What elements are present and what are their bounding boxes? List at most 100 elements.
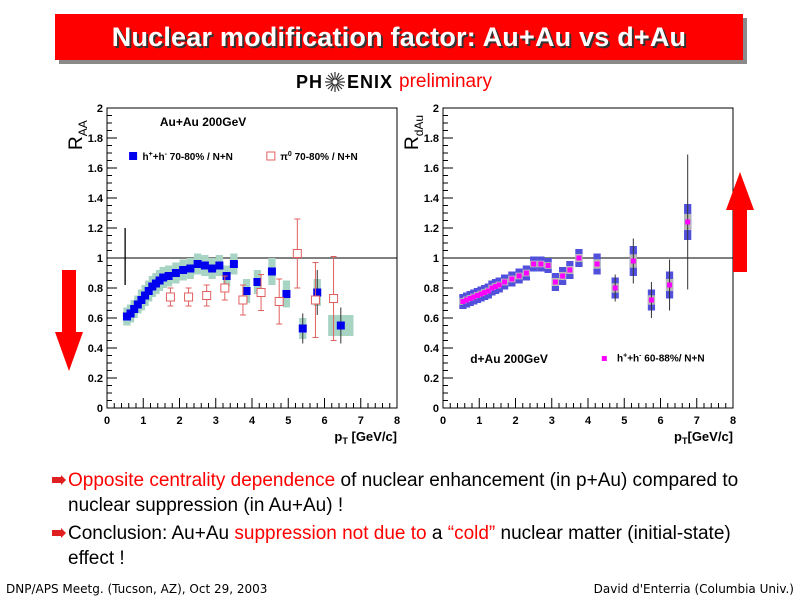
y-tick-label: 1.8	[88, 133, 103, 145]
arrow-down-icon	[55, 270, 83, 371]
preliminary-label: preliminary	[399, 71, 492, 92]
data-point	[200, 261, 209, 270]
data-point	[282, 290, 291, 298]
data-point	[144, 287, 153, 295]
y-axis-label-sub: AA	[76, 120, 90, 136]
x-tick-label: 6	[321, 415, 327, 427]
logo-left: PH	[296, 71, 324, 92]
y-tick-label: 0.4	[88, 343, 104, 355]
data-point	[292, 249, 302, 258]
legend-label-part: 70-80% / N+N	[167, 152, 233, 163]
data-point	[141, 291, 150, 300]
data-point	[485, 288, 491, 294]
x-axis-label: pT [GeV/c]	[334, 429, 397, 446]
legend-label: h++h- 60-88%/ N+N	[617, 353, 705, 365]
data-point	[460, 299, 466, 304]
x-axis-label-main: p	[334, 429, 342, 444]
x-axis-label-main: p	[674, 429, 682, 444]
data-point	[298, 324, 307, 333]
legend-label: h++h- 70-80% / N+N	[143, 151, 233, 163]
data-point	[137, 296, 146, 304]
legend-label-part: 60-88%/ N+N	[642, 354, 705, 365]
data-point	[171, 269, 180, 277]
data-point	[474, 293, 480, 298]
y-axis-label-sub: dAu	[412, 115, 426, 136]
rdau-plot: 0 0.2 0.4 0.6 0.8 1 1.2 1.4 1.6 1.8 2 0 1 2 3 4 5 6 7 8 RdAu…	[402, 103, 736, 446]
bullet-segment: nuclear matter (initial-state) effect !	[68, 523, 731, 569]
data-point	[208, 264, 217, 273]
x-tick-label: 2	[176, 415, 182, 427]
title-banner: Nuclear modification factor: Au+Au vs d+…	[55, 14, 743, 60]
data-point	[220, 283, 230, 293]
y-tick-label: 1.6	[88, 163, 103, 175]
x-tick-label: 4	[249, 415, 256, 427]
x-axis-label-sub: T	[342, 436, 348, 446]
x-tick-label: 1	[476, 415, 482, 427]
legend-marker	[601, 356, 607, 361]
x-tick-label: 5	[285, 415, 291, 427]
data-point	[130, 305, 139, 313]
data-point	[612, 285, 618, 291]
legend-marker	[266, 151, 276, 161]
data-point	[329, 294, 339, 303]
y-axis-label: RAA	[66, 120, 90, 150]
data-point	[467, 296, 473, 301]
data-point	[165, 292, 175, 302]
legend-marker	[129, 152, 138, 160]
data-point	[482, 290, 488, 295]
x-axis-label: pT[GeV/c]	[674, 429, 733, 446]
data-point	[496, 282, 502, 288]
bullet-segment: Opposite centrality dependence	[68, 470, 336, 491]
y-tick-label: 1	[433, 253, 439, 265]
data-point	[509, 276, 515, 282]
y-tick-label: 0.8	[424, 283, 439, 295]
x-tick-label: 7	[358, 415, 364, 427]
data-point	[238, 295, 248, 305]
data-point	[471, 294, 477, 300]
phoenix-star-icon	[325, 72, 346, 92]
y-tick-label: 0.2	[88, 373, 103, 385]
legend-label-part: π	[280, 152, 288, 163]
data-point	[274, 297, 284, 306]
y-tick-label: 1.2	[424, 223, 439, 235]
footer-meeting: DNP/APS Meetg. (Tucson, AZ), Oct 29, 200…	[6, 582, 268, 596]
legend-label: π0 70-80% / N+N	[280, 151, 357, 163]
x-tick-label: 1	[140, 415, 146, 427]
y-tick-label: 0.2	[424, 373, 439, 385]
legend-label-part: 0	[288, 151, 292, 158]
x-tick-label: 3	[549, 415, 555, 427]
data-point	[215, 261, 224, 270]
data-point	[531, 261, 537, 267]
data-point	[133, 300, 142, 309]
data-point	[576, 255, 582, 261]
x-tick-label: 7	[694, 415, 700, 427]
legend-label-part: -	[639, 353, 642, 360]
data-point	[560, 273, 566, 279]
data-point	[202, 291, 212, 300]
data-point	[253, 278, 262, 286]
footer-author: David d'Enterria (Columbia Univ.)	[593, 582, 794, 596]
data-point	[667, 282, 673, 288]
plot-annotation: Au+Au 200GeV	[160, 115, 246, 129]
y-axis-label-main: R	[66, 136, 87, 150]
data-point	[516, 273, 522, 279]
y-tick-label: 1.8	[424, 133, 439, 145]
bullet-segment: a	[426, 523, 448, 544]
slide-title: Nuclear modification factor: Au+Au vs d+…	[111, 21, 687, 52]
bullet-icon	[52, 528, 66, 538]
data-point	[242, 287, 251, 295]
data-point	[267, 267, 276, 276]
data-point	[336, 321, 345, 330]
y-tick-label: 2	[97, 103, 103, 115]
x-tick-label: 5	[621, 415, 627, 427]
y-tick-label: 1.4	[88, 193, 104, 205]
data-point	[184, 292, 194, 302]
x-tick-label: 2	[512, 415, 518, 427]
data-point	[489, 285, 495, 291]
data-point	[685, 219, 691, 225]
data-point	[478, 291, 484, 297]
arrow-up-icon	[726, 172, 754, 272]
phenix-logo: PH ENIX	[296, 71, 393, 93]
data-point	[630, 258, 636, 264]
y-tick-label: 0	[433, 403, 439, 415]
